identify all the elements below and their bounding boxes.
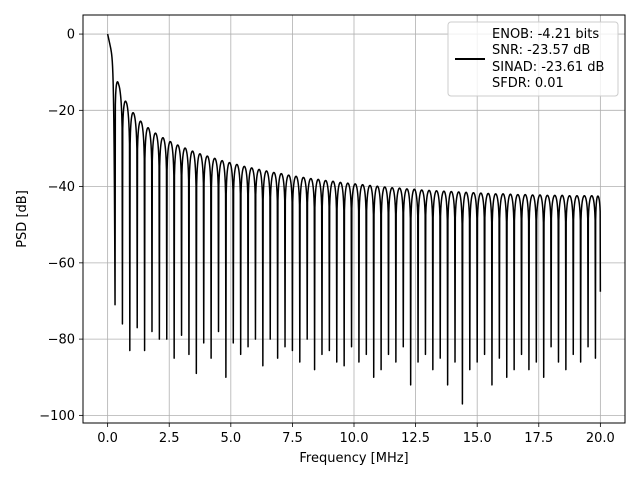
plot-area [106, 33, 602, 405]
x-tick-label: 7.5 [282, 431, 303, 446]
y-tick-label: −100 [39, 409, 75, 424]
legend-entry-enob: ENOB: -4.21 bits [492, 27, 599, 42]
y-tick-label: −40 [48, 180, 75, 195]
y-tick-label: −60 [48, 256, 75, 271]
legend: ENOB: -4.21 bits SNR: -23.57 dB SINAD: -… [447, 21, 619, 97]
psd-series-line [106, 33, 602, 405]
x-tick-label: 20.0 [586, 431, 615, 446]
legend-entry-sinad: SINAD: -23.61 dB [492, 60, 604, 75]
x-tick-label: 17.5 [524, 431, 553, 446]
x-tick-label: 10.0 [340, 431, 369, 446]
x-tick-label: 5.0 [220, 431, 241, 446]
x-axis-label: Frequency [MHz] [299, 451, 408, 466]
y-tick-label: 0 [67, 28, 75, 43]
x-tick-label: 12.5 [401, 431, 430, 446]
x-tick-label: 2.5 [159, 431, 180, 446]
x-axis-ticks: 0.0 2.5 5.0 7.5 10.0 12.5 15.0 17.5 20.0 [97, 423, 615, 446]
y-axis-ticks: 0 −20 −40 −60 −80 −100 [39, 28, 83, 424]
x-tick-label: 15.0 [463, 431, 492, 446]
x-tick-label: 0.0 [97, 431, 118, 446]
legend-box [447, 21, 619, 97]
legend-entry-sfdr: SFDR: 0.01 [492, 76, 564, 91]
legend-entry-snr: SNR: -23.57 dB [492, 43, 590, 58]
y-axis-label: PSD [dB] [15, 190, 30, 248]
y-tick-label: −20 [48, 104, 75, 119]
y-tick-label: −80 [48, 333, 75, 348]
